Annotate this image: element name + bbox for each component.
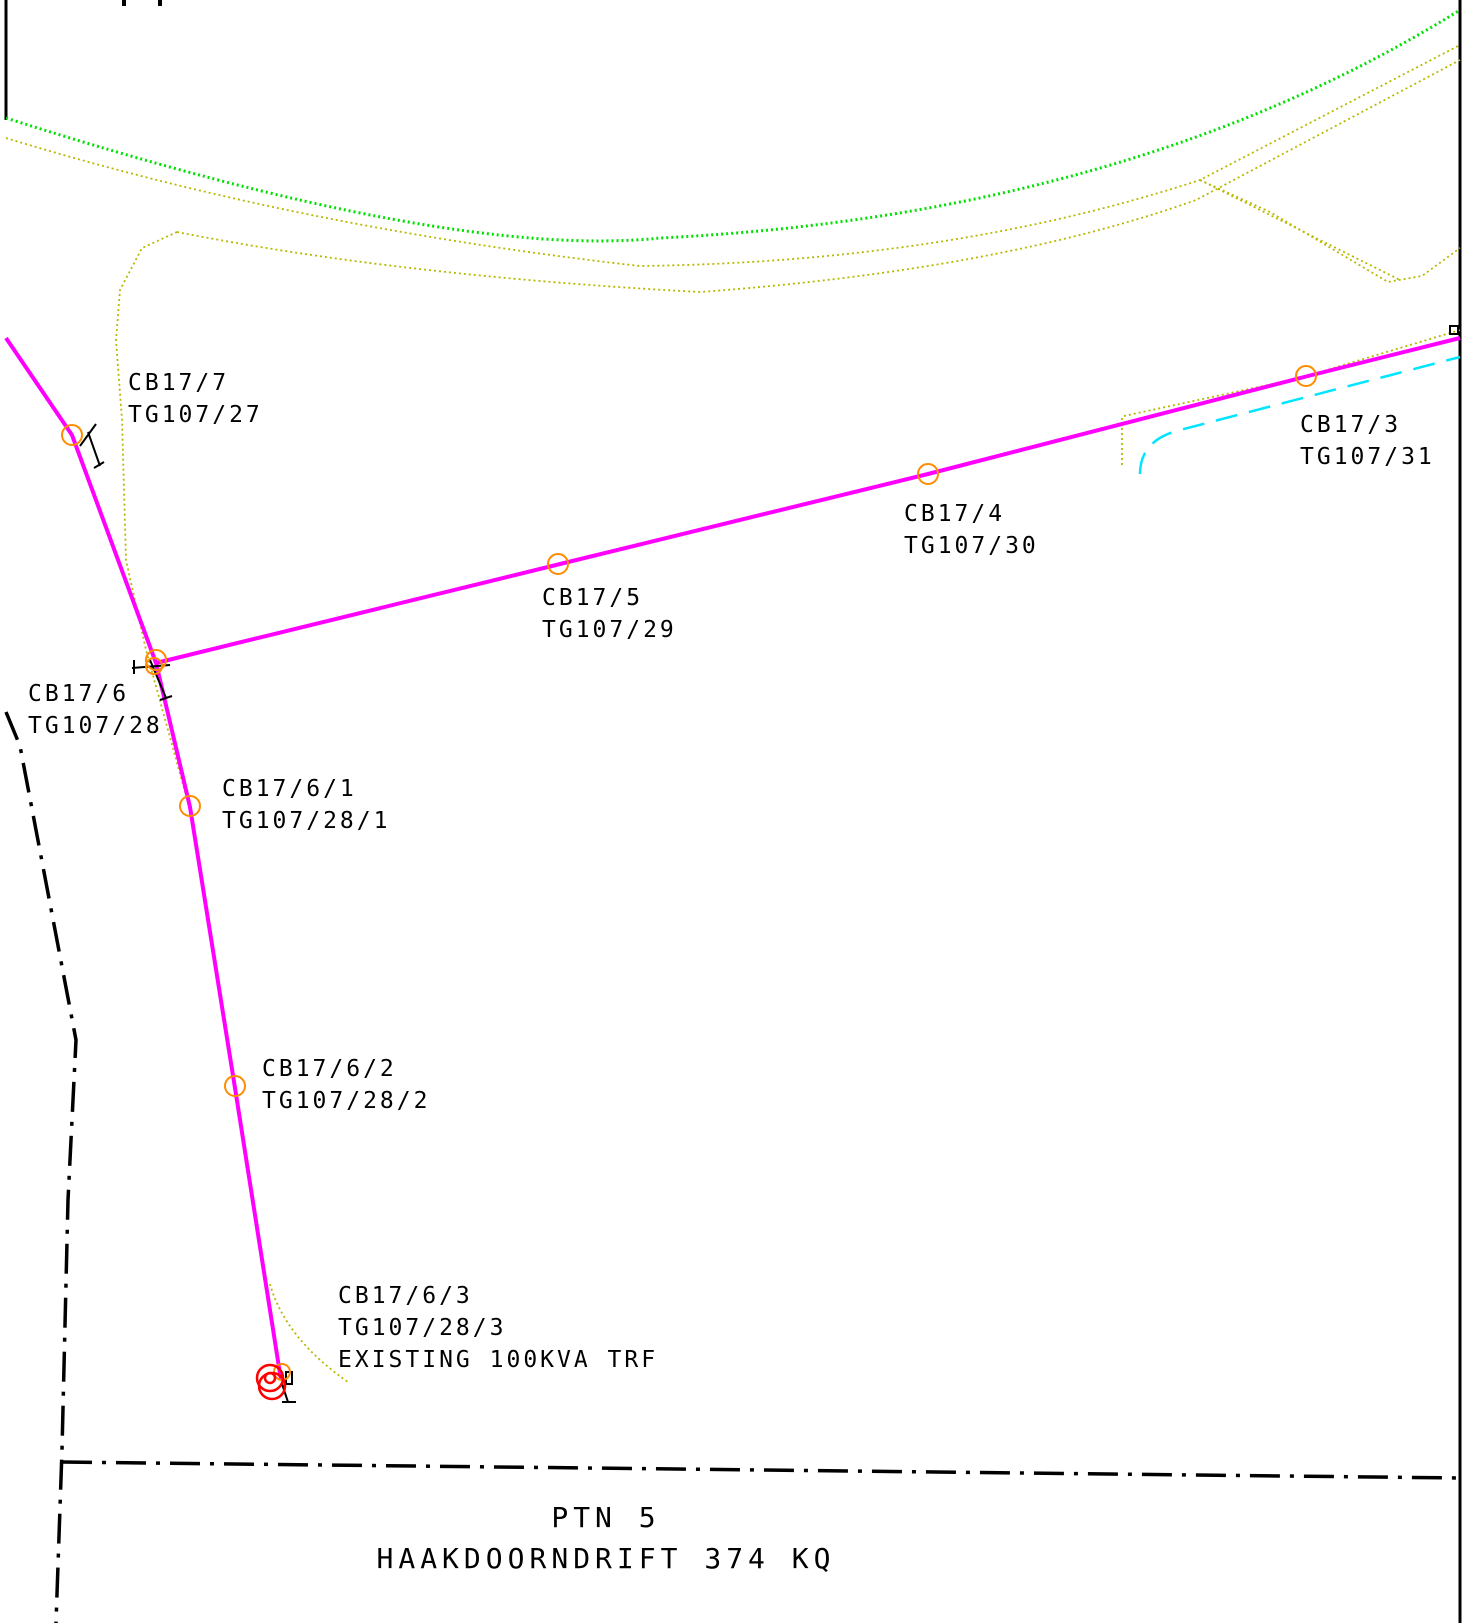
pole-cb17-6-1 — [179, 795, 201, 817]
svg-text:CB17/6/2: CB17/6/2 — [262, 1056, 397, 1082]
svg-text:CB17/7: CB17/7 — [128, 370, 229, 396]
svg-text:TG107/28/3: TG107/28/3 — [338, 1315, 506, 1341]
svg-text:TG107/31: TG107/31 — [1300, 444, 1435, 470]
power-line-west — [4, 336, 158, 664]
pole-label-4: CB17/3 TG107/31 — [1300, 412, 1435, 470]
power-line-main — [155, 336, 1461, 665]
pole-cb17-6-b — [145, 657, 163, 675]
svg-text:TG107/30: TG107/30 — [904, 533, 1039, 559]
svg-text:TG107/29: TG107/29 — [542, 617, 677, 643]
svg-text:CB17/3: CB17/3 — [1300, 412, 1401, 438]
svg-text:CB17/6/3: CB17/6/3 — [338, 1283, 473, 1309]
svg-text:TG107/28/2: TG107/28/2 — [262, 1088, 430, 1114]
power-lines — [4, 336, 1461, 1381]
svg-text:CB17/5: CB17/5 — [542, 585, 643, 611]
water-line — [1138, 355, 1461, 475]
pole-cb17-6-2 — [224, 1075, 246, 1097]
svg-text:TG107/28/1: TG107/28/1 — [222, 808, 390, 834]
pole-cb17-3 — [1295, 365, 1317, 387]
power-line-spur — [154, 662, 283, 1381]
transformer-marker — [255, 1363, 287, 1401]
pole-label-6: CB17/6/2 TG107/28/2 — [262, 1056, 430, 1114]
svg-text:CB17/4: CB17/4 — [904, 501, 1005, 527]
svg-text:TG107/28: TG107/28 — [28, 713, 163, 739]
pole-cb17-5 — [547, 553, 569, 575]
pole-label-0: CB17/7 TG107/27 — [128, 370, 263, 428]
svg-text:EXISTING 100KVA TRF: EXISTING 100KVA TRF — [338, 1347, 658, 1373]
svg-text:HAAKDOORNDRIFT 374 KQ: HAAKDOORNDRIFT 374 KQ — [376, 1542, 835, 1575]
pole-cb17-4 — [917, 463, 939, 485]
pole-markers — [61, 365, 1317, 1381]
pole-cb17-6 — [145, 649, 167, 671]
pole-label-3: CB17/4 TG107/30 — [904, 501, 1039, 559]
pole-label-7: CB17/6/3 TG107/28/3 EXISTING 100KVA TRF — [338, 1283, 658, 1373]
svg-text:PTN 5: PTN 5 — [551, 1501, 660, 1534]
svg-text:CB17/6/1: CB17/6/1 — [222, 776, 357, 802]
svg-text:TG107/27: TG107/27 — [128, 402, 263, 428]
stay-symbols — [79, 325, 1459, 1403]
top-mark — [122, 0, 162, 6]
property-boundary — [4, 711, 1461, 1623]
property-label: PTN 5 HAAKDOORNDRIFT 374 KQ — [376, 1501, 835, 1575]
pole-label-1: CB17/6 TG107/28 — [28, 681, 163, 739]
pole-cb17-7 — [61, 424, 83, 446]
svg-text:CB17/6: CB17/6 — [28, 681, 129, 707]
pole-label-5: CB17/6/1 TG107/28/1 — [222, 776, 390, 834]
road-edges — [5, 44, 1461, 1383]
road-centerline — [5, 8, 1461, 243]
pole-label-2: CB17/5 TG107/29 — [542, 585, 677, 643]
